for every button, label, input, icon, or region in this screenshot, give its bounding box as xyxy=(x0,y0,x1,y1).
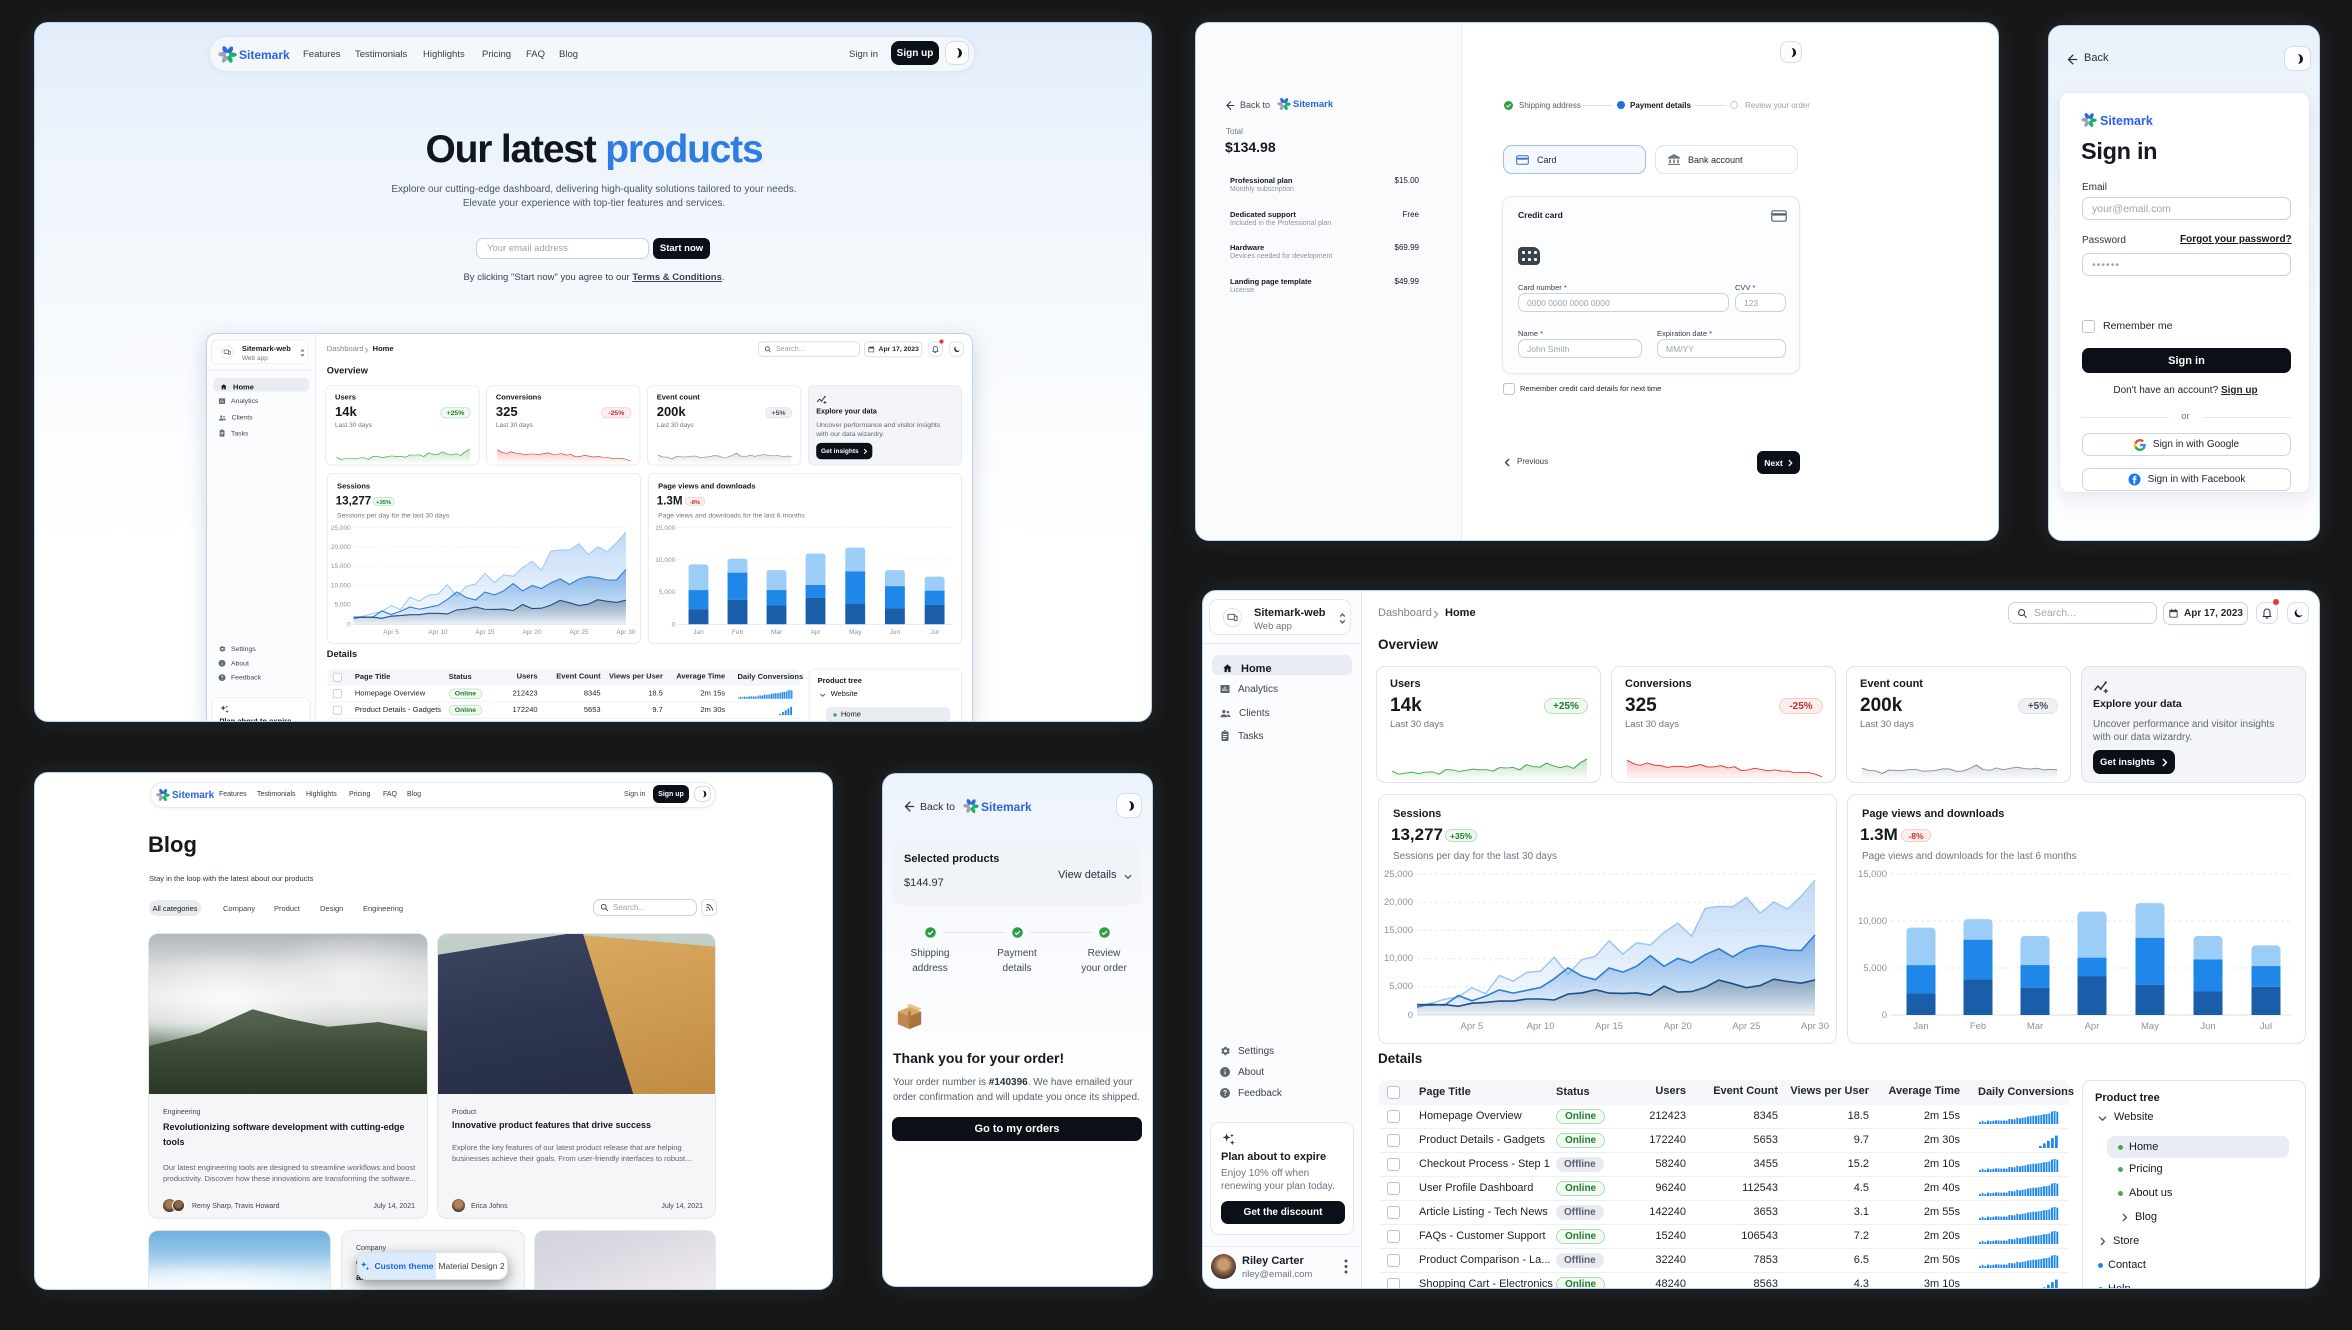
svg-text:Jul: Jul xyxy=(930,629,939,636)
svg-text:Apr 30: Apr 30 xyxy=(1801,1021,1829,1032)
svg-text:0: 0 xyxy=(347,621,351,628)
svg-text:0: 0 xyxy=(672,621,676,628)
svg-text:10,000: 10,000 xyxy=(1384,953,1413,964)
svg-text:5,000: 5,000 xyxy=(659,589,676,596)
svg-text:15,000: 15,000 xyxy=(331,563,351,570)
svg-text:10,000: 10,000 xyxy=(1858,916,1887,927)
svg-text:Apr 15: Apr 15 xyxy=(475,629,495,636)
svg-text:Jan: Jan xyxy=(693,629,704,636)
svg-text:5,000: 5,000 xyxy=(1863,963,1887,974)
svg-text:Apr: Apr xyxy=(810,629,821,636)
svg-text:10,000: 10,000 xyxy=(655,557,675,564)
svg-text:Feb: Feb xyxy=(732,629,744,636)
svg-text:Apr 20: Apr 20 xyxy=(1664,1021,1692,1032)
svg-text:Apr 20: Apr 20 xyxy=(522,629,542,636)
svg-text:Apr 5: Apr 5 xyxy=(383,629,399,636)
svg-text:15,000: 15,000 xyxy=(1858,869,1887,880)
svg-text:May: May xyxy=(2141,1021,2159,1032)
svg-text:Jun: Jun xyxy=(890,629,901,636)
svg-text:Jan: Jan xyxy=(1913,1021,1928,1032)
svg-text:Apr 25: Apr 25 xyxy=(1732,1021,1760,1032)
svg-text:20,000: 20,000 xyxy=(331,544,351,551)
svg-text:15,000: 15,000 xyxy=(655,525,675,532)
svg-text:Apr 25: Apr 25 xyxy=(569,629,589,636)
svg-text:Apr: Apr xyxy=(2085,1021,2100,1032)
svg-text:Apr 30: Apr 30 xyxy=(616,629,636,636)
svg-text:25,000: 25,000 xyxy=(1384,869,1413,880)
svg-text:15,000: 15,000 xyxy=(1384,925,1413,936)
svg-text:20,000: 20,000 xyxy=(1384,897,1413,908)
svg-text:5,000: 5,000 xyxy=(1389,981,1413,992)
svg-text:Apr 5: Apr 5 xyxy=(1461,1021,1484,1032)
svg-text:Apr 10: Apr 10 xyxy=(428,629,448,636)
svg-text:5,000: 5,000 xyxy=(334,601,351,608)
svg-text:0: 0 xyxy=(1882,1010,1887,1021)
svg-text:Jul: Jul xyxy=(2260,1021,2272,1032)
svg-text:Apr 15: Apr 15 xyxy=(1595,1021,1623,1032)
svg-text:Apr 10: Apr 10 xyxy=(1527,1021,1555,1032)
svg-text:Feb: Feb xyxy=(1970,1021,1986,1032)
svg-text:Mar: Mar xyxy=(2027,1021,2043,1032)
svg-text:May: May xyxy=(849,629,862,636)
svg-text:25,000: 25,000 xyxy=(331,525,351,532)
svg-text:Mar: Mar xyxy=(771,629,783,636)
svg-text:10,000: 10,000 xyxy=(331,582,351,589)
svg-text:Jun: Jun xyxy=(2200,1021,2215,1032)
svg-text:0: 0 xyxy=(1408,1010,1413,1021)
